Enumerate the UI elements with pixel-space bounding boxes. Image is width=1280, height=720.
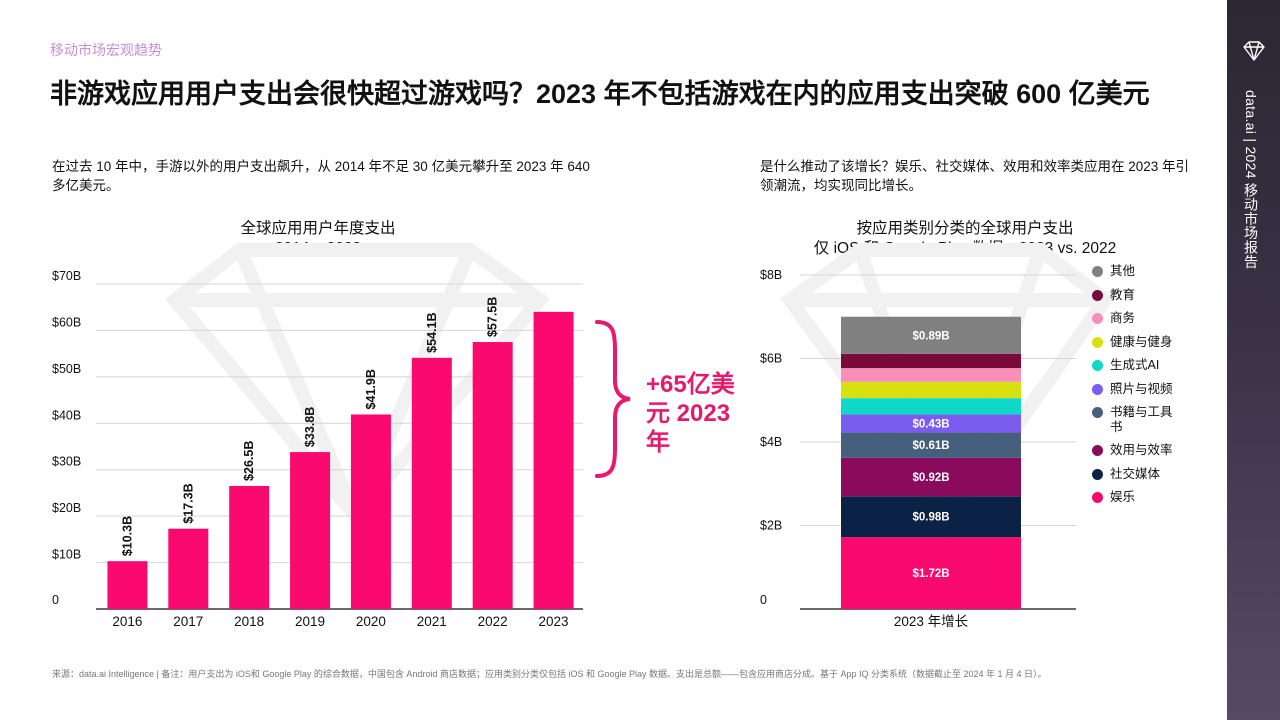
left-y-tick-label: $30B xyxy=(52,455,81,469)
footer-source-note: 来源：data.ai Intelligence | 备注：用户支出为 iOS和 … xyxy=(52,669,1047,679)
legend-label: 娱乐 xyxy=(1110,490,1136,504)
left-bar xyxy=(107,561,148,609)
legend-swatch xyxy=(1092,492,1103,503)
stacked-segment xyxy=(841,381,1021,399)
growth-annotation: +65亿美元 2023 年 xyxy=(646,371,735,456)
diamond-logo-icon xyxy=(1243,41,1265,61)
legend-label: 书籍与工具书 xyxy=(1110,405,1173,434)
legend-item: 生成式AI xyxy=(1092,358,1184,382)
legend-label: 生成式AI xyxy=(1110,358,1160,372)
stacked-segment xyxy=(841,414,1021,433)
left-bar xyxy=(533,311,574,609)
legend-item: 健康与健身 xyxy=(1092,335,1184,359)
left-bar-data-label: $10.3B xyxy=(120,516,134,556)
legend-swatch xyxy=(1092,289,1103,301)
legend-swatch xyxy=(1092,313,1103,324)
stacked-segment-label: $0.92B xyxy=(912,472,949,484)
left-bar xyxy=(168,528,209,609)
left-y-tick-label: $50B xyxy=(52,362,81,376)
legend-item: 娱乐 xyxy=(1092,490,1184,514)
stacked-segment xyxy=(841,353,1021,369)
legend-swatch xyxy=(1092,360,1103,371)
right-y-tick-label: $6B xyxy=(760,352,782,366)
right-y-tick-label: $8B xyxy=(760,268,782,282)
stacked-segment-label: $0.43B xyxy=(912,418,949,430)
stacked-segment xyxy=(841,496,1021,538)
left-bar-data-label: $54.1B xyxy=(425,313,439,353)
left-bar xyxy=(290,452,331,609)
right-intro-text: 是什么推动了该增长？娱乐、社交媒体、效用和效率类应用在 2023 年引领潮流，均… xyxy=(760,159,1190,193)
legend-label: 其他 xyxy=(1110,264,1136,278)
legend-item: 商务 xyxy=(1092,311,1184,335)
left-x-tick-label: 2021 xyxy=(417,614,447,629)
stacked-segment xyxy=(841,316,1021,354)
left-bar xyxy=(229,485,270,609)
legend-swatch xyxy=(1092,383,1103,395)
legend-label: 健康与健身 xyxy=(1110,334,1173,349)
page-title: 非游戏应用用户支出会很快超过游戏吗？2023 年不包括游戏在内的应用支出突破 6… xyxy=(50,79,1150,109)
left-x-tick-label: 2018 xyxy=(234,614,264,629)
left-x-tick-label: 2022 xyxy=(478,614,508,629)
left-bar-data-label: $33.8B xyxy=(303,407,317,447)
stacked-segment xyxy=(841,432,1021,458)
legend-item: 效用与效率 xyxy=(1092,443,1184,467)
right-stacked-chart: 0 $2B $4B $6B $8B $1.72B $0.98B $0.92B $0.61B $0.… xyxy=(760,268,1076,629)
left-y-tick-label: $60B xyxy=(52,315,81,329)
report-sidebar: data.ai | 2024 移动市场报告 xyxy=(1227,0,1280,720)
stacked-segment-label: $0.98B xyxy=(912,512,949,524)
right-y-tick-label: 0 xyxy=(760,593,767,607)
legend-swatch xyxy=(1092,336,1103,348)
left-y-tick-label: $10B xyxy=(52,548,81,562)
legend-label: 社交媒体 xyxy=(1110,466,1161,481)
left-bar-data-label: $17.3B xyxy=(181,483,195,523)
stacked-segment-label: $1.72B xyxy=(912,568,949,580)
legend-item: 其他 xyxy=(1092,264,1184,288)
stacked-segment-label: $0.89B xyxy=(912,330,949,342)
left-bar-chart: 0 $10B $20B $30B $40B $50B $60B $70B 2016 $10.3B 2… xyxy=(52,269,583,629)
legend-swatch xyxy=(1092,266,1103,277)
legend-item: 书籍与工具书 xyxy=(1092,405,1184,443)
legend-label: 教育 xyxy=(1110,287,1136,302)
category-legend: 其他教育商务健康与健身生成式AI 照片与视频书籍与工具书效用与效率社交媒体娱乐 xyxy=(1092,264,1184,514)
left-chart-title: 全球应用用户年度支出 xyxy=(240,220,396,237)
left-intro-text: 在过去 10 年中，手游以外的用户支出飙升，从 2014 年不足 30 亿美元攀… xyxy=(52,159,590,193)
left-x-tick-label: 2023 xyxy=(539,614,569,629)
left-x-tick-label: 2019 xyxy=(295,614,325,629)
legend-swatch xyxy=(1092,445,1103,456)
left-bar xyxy=(472,342,513,609)
left-bar-data-label: $26.5B xyxy=(242,441,256,481)
growth-brace xyxy=(595,320,631,478)
legend-swatch xyxy=(1092,407,1103,418)
left-bar-data-label: $57.5B xyxy=(486,297,500,337)
right-y-tick-label: $4B xyxy=(760,435,782,449)
legend-label: 照片与视频 xyxy=(1110,381,1173,396)
left-x-tick-label: 2020 xyxy=(356,614,386,629)
stacked-segment xyxy=(841,398,1021,415)
left-y-tick-label: $40B xyxy=(52,408,81,422)
legend-label: 效用与效率 xyxy=(1110,443,1173,457)
stacked-segment xyxy=(841,368,1021,382)
legend-item: 照片与视频 xyxy=(1092,382,1184,406)
right-x-tick-label: 2023 年增长 xyxy=(894,614,969,629)
stacked-segment xyxy=(841,457,1021,497)
left-y-tick-label: 0 xyxy=(52,593,59,607)
legend-item: 教育 xyxy=(1092,288,1184,312)
section-label: 移动市场宏观趋势 xyxy=(50,42,162,58)
left-x-tick-label: 2016 xyxy=(112,614,142,629)
left-bar xyxy=(411,357,452,609)
legend-item: 社交媒体 xyxy=(1092,467,1184,491)
left-bar-data-label: $41.9B xyxy=(364,369,378,409)
left-y-tick-label: $70B xyxy=(52,269,81,283)
left-x-tick-label: 2017 xyxy=(173,614,203,629)
left-y-tick-label: $20B xyxy=(52,501,81,515)
charts-canvas: 0 $10B $20B $30B $40B $50B $60B $70B 2016 $10.3B 2… xyxy=(52,243,1115,629)
legend-label: 商务 xyxy=(1110,311,1136,325)
legend-swatch xyxy=(1092,468,1103,480)
right-y-tick-label: $2B xyxy=(760,519,782,533)
stacked-segment-label: $0.61B xyxy=(912,440,949,452)
left-bar xyxy=(350,414,391,609)
stacked-segment xyxy=(841,537,1021,609)
right-chart-title: 按应用类别分类的全球用户支出 xyxy=(856,220,1074,237)
report-label: data.ai | 2024 移动市场报告 xyxy=(1243,90,1259,269)
